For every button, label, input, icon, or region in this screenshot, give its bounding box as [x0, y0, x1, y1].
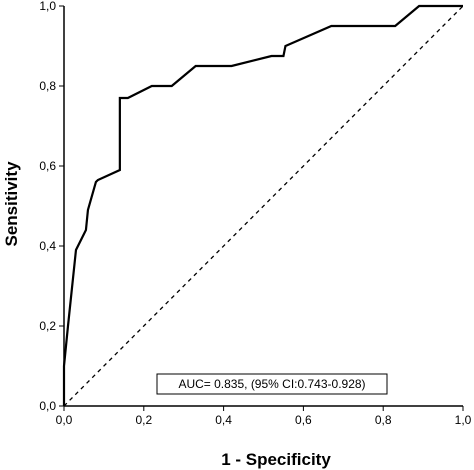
y-tick-label: 0,6 [39, 159, 56, 173]
series [62, 4, 464, 407]
y-tick-label: 0,4 [39, 239, 56, 253]
y-tick-label: 1,0 [39, 0, 56, 13]
y-tick-label: 0,2 [39, 319, 56, 333]
x-tick-label: 0,4 [215, 413, 232, 427]
auc-annotation: AUC= 0.835, (95% CI:0.743-0.928) [156, 373, 388, 395]
y-axis-title: Sensitivity [2, 161, 21, 247]
x-tick-label: 0,6 [295, 413, 312, 427]
roc-curve-line [62, 4, 463, 406]
x-tick-label: 0,2 [135, 413, 152, 427]
y-tick-label: 0,8 [39, 79, 56, 93]
axes [63, 6, 463, 407]
y-tick-label: 0,0 [39, 399, 56, 413]
x-tick-label: 0,0 [56, 413, 73, 427]
auc-annotation-box [156, 373, 388, 395]
x-tick-label: 1,0 [455, 413, 472, 427]
x-tick-label: 0,8 [375, 413, 392, 427]
ticks: 0,0 0,2 0,4 0,6 0,8 1,0 0,0 0,2 0,4 0,6 0,8 1,0 [39, 0, 471, 427]
reference-diagonal-line [63, 5, 464, 407]
auc-annotation-text: AUC= 0.835, (95% CI:0.743-0.928) [178, 377, 365, 391]
x-axis-title: 1 - Specificity [221, 450, 331, 469]
